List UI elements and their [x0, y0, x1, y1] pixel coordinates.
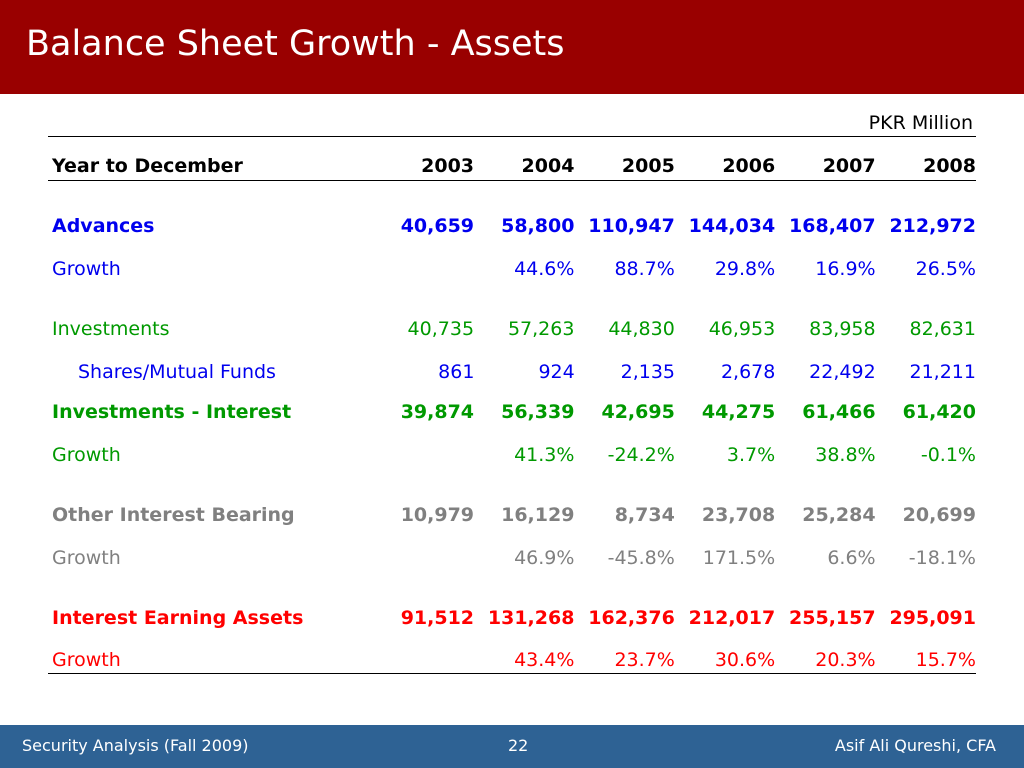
row-label: Growth — [52, 444, 121, 466]
row-value: -18.1% — [908, 547, 976, 569]
row-value: 20,699 — [902, 504, 976, 526]
row-value: 61,420 — [902, 401, 976, 423]
table-row: Growth 44.6% 88.7% 29.8% 16.9% 26.5% — [52, 254, 976, 284]
row-value: 16.9% — [815, 258, 876, 280]
row-value: 144,034 — [688, 215, 776, 237]
row-value: 10,979 — [400, 504, 475, 526]
header-year: 2007 — [822, 155, 876, 177]
row-value: 43.4% — [514, 649, 575, 671]
row-value: 162,376 — [588, 607, 675, 629]
table-header-row: Year to December 2003 2004 2005 2006 200… — [52, 151, 976, 181]
slide-title: Balance Sheet Growth - Assets — [26, 24, 565, 64]
table-row: Growth 41.3% -24.2% 3.7% 38.8% -0.1% — [52, 440, 976, 470]
row-label: Growth — [52, 649, 121, 671]
table-row: Growth 46.9% -45.8% 171.5% 6.6% -18.1% — [52, 543, 976, 573]
table-header-rule — [48, 180, 976, 181]
footer-course: Security Analysis (Fall 2009) — [22, 736, 249, 755]
row-value: 42,695 — [601, 401, 675, 423]
row-label: Shares/Mutual Funds — [78, 361, 276, 383]
row-value: 168,407 — [789, 215, 876, 237]
row-label: Investments — [52, 318, 170, 340]
row-value: 2,678 — [720, 361, 776, 383]
row-value: 44,830 — [608, 318, 675, 340]
row-value: 29.8% — [714, 258, 776, 280]
row-value: 25,284 — [802, 504, 876, 526]
table-top-rule — [48, 136, 976, 137]
row-value: 26.5% — [915, 258, 976, 280]
row-value: 82,631 — [909, 318, 976, 340]
row-value: 58,800 — [501, 215, 575, 237]
row-label: Investments - Interest — [52, 401, 292, 423]
row-value: 40,659 — [400, 215, 475, 237]
title-bar: Balance Sheet Growth - Assets — [0, 0, 1024, 94]
row-label: Advances — [52, 215, 155, 237]
row-value: 61,466 — [802, 401, 876, 423]
row-value: 23,708 — [701, 504, 776, 526]
row-value: 3.7% — [726, 444, 776, 466]
row-value: 131,268 — [487, 607, 575, 629]
unit-note: PKR Million — [868, 112, 973, 134]
table-row: Interest Earning Assets 91,512 131,268 162,… — [52, 603, 976, 633]
row-value: 171.5% — [702, 547, 776, 569]
row-value: 20.3% — [815, 649, 876, 671]
footer-author: Asif Ali Qureshi, CFA — [834, 736, 996, 755]
table-row: Advances 40,659 58,800 110,947 144,034 168,40… — [52, 211, 976, 241]
row-value: 22,492 — [809, 361, 876, 383]
row-label: Growth — [52, 547, 121, 569]
row-value: 212,017 — [688, 607, 776, 629]
row-value: 861 — [438, 361, 475, 383]
header-year: 2008 — [923, 155, 976, 177]
header-year: 2004 — [521, 155, 575, 177]
row-value: 46,953 — [708, 318, 776, 340]
row-value: 295,091 — [889, 607, 976, 629]
row-label: Growth — [52, 258, 121, 280]
row-value: 16,129 — [501, 504, 575, 526]
row-value: 46.9% — [514, 547, 575, 569]
row-value: 39,874 — [400, 401, 475, 423]
footer-bar: Security Analysis (Fall 2009) 22 Asif Al… — [0, 725, 1024, 768]
row-value: -24.2% — [607, 444, 675, 466]
table-row: Other Interest Bearing 10,979 16,129 8,734 2… — [52, 500, 976, 530]
row-value: -0.1% — [920, 444, 976, 466]
row-value: 44.6% — [514, 258, 575, 280]
header-label: Year to December — [52, 155, 243, 177]
row-value: 57,263 — [507, 318, 575, 340]
header-year: 2005 — [621, 155, 675, 177]
row-value: 38.8% — [815, 444, 876, 466]
row-value: 15.7% — [915, 649, 976, 671]
row-value: 924 — [538, 361, 575, 383]
row-value: 255,157 — [789, 607, 876, 629]
row-value: -45.8% — [607, 547, 675, 569]
table-row: Growth 43.4% 23.7% 30.6% 20.3% 15.7% — [52, 645, 976, 675]
table-bottom-rule — [48, 673, 976, 674]
row-value: 30.6% — [714, 649, 776, 671]
table-row: Shares/Mutual Funds 861 924 2,135 2,678 22,49… — [52, 357, 976, 387]
row-label: Other Interest Bearing — [52, 504, 295, 526]
row-value: 21,211 — [909, 361, 976, 383]
row-value: 110,947 — [588, 215, 675, 237]
row-label: Interest Earning Assets — [52, 607, 304, 629]
header-year: 2006 — [722, 155, 776, 177]
row-value: 88.7% — [614, 258, 675, 280]
row-value: 91,512 — [400, 607, 475, 629]
header-year: 2003 — [421, 155, 475, 177]
row-value: 44,275 — [701, 401, 776, 423]
row-value: 56,339 — [501, 401, 575, 423]
row-value: 40,735 — [407, 318, 475, 340]
row-value: 23.7% — [614, 649, 675, 671]
table-row: Investments 40,735 57,263 44,830 46,953 83,95… — [52, 314, 976, 344]
row-value: 2,135 — [620, 361, 676, 383]
row-value: 6.6% — [827, 547, 876, 569]
row-value: 8,734 — [614, 504, 675, 526]
table-row: Investments - Interest 39,874 56,339 42,695… — [52, 397, 976, 427]
footer-page-number: 22 — [508, 736, 529, 755]
row-value: 83,958 — [809, 318, 876, 340]
row-value: 41.3% — [514, 444, 575, 466]
row-value: 212,972 — [889, 215, 976, 237]
